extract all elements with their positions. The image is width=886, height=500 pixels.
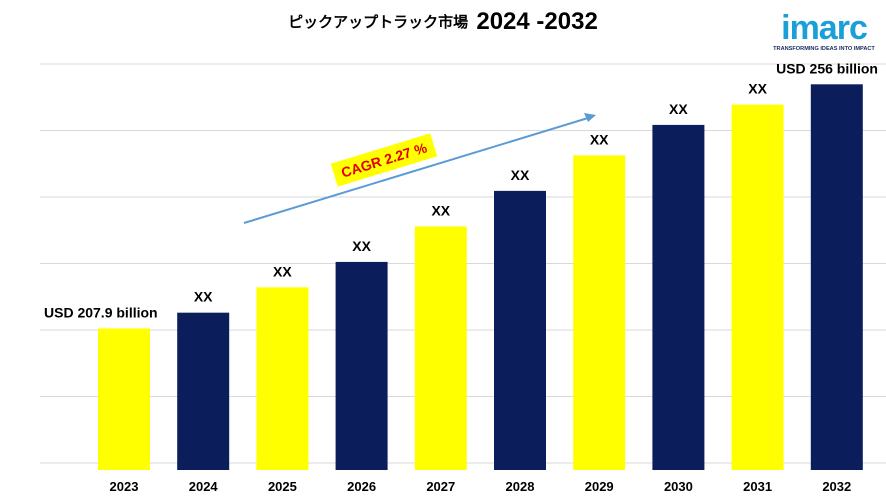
data-label-2029: XX xyxy=(590,131,609,147)
bars xyxy=(98,84,863,471)
data-label-2030: XX xyxy=(669,101,688,117)
bar-2029 xyxy=(573,155,626,470)
x-tick-2031: 2031 xyxy=(743,479,772,494)
logo-wordmark: imarc xyxy=(781,9,867,47)
data-labels: USD 207.9 billion XX XX XX XX XX XX XX XX USD 256… xyxy=(44,60,878,320)
bar-2027 xyxy=(414,226,467,470)
bar-2030 xyxy=(652,124,705,471)
data-label-2028: XX xyxy=(511,167,530,183)
chart-title-years: 2024 -2032 xyxy=(476,8,598,35)
cagr-badge xyxy=(330,133,438,187)
chart-title-text: ピックアップトラック市場 xyxy=(288,14,469,31)
x-tick-2029: 2029 xyxy=(585,479,614,494)
cagr-arrow xyxy=(243,117,589,224)
bar-2023 xyxy=(98,328,150,470)
bar-2026 xyxy=(335,261,388,470)
bar-2025 xyxy=(256,287,309,470)
x-axis-tick-labels: 2023 2024 2025 2026 2027 2028 2029 2030 2031 2032 xyxy=(110,479,852,494)
cagr-arrow-head xyxy=(584,113,596,122)
bar-2028 xyxy=(494,190,546,470)
logo-tagline: TRANSFORMING IDEAS INTO IMPACT xyxy=(773,46,875,52)
chart-title: ピックアップトラック市場 2024 -2032 xyxy=(0,8,886,36)
data-label-2024: XX xyxy=(194,289,213,305)
bar-2032 xyxy=(810,84,863,471)
x-tick-2032: 2032 xyxy=(822,479,851,494)
data-label-2026: XX xyxy=(352,238,371,254)
x-tick-2027: 2027 xyxy=(426,479,455,494)
bar-2031 xyxy=(731,104,784,470)
x-tick-2026: 2026 xyxy=(347,479,376,494)
x-tick-2025: 2025 xyxy=(268,479,297,494)
data-label-2031: XX xyxy=(748,81,767,97)
data-label-2025: XX xyxy=(273,263,292,279)
x-tick-2024: 2024 xyxy=(189,479,219,494)
x-tick-2028: 2028 xyxy=(506,479,535,494)
imarc-logo: imarc TRANSFORMING IDEAS INTO IMPACT xyxy=(773,9,875,52)
data-label-2032: USD 256 billion xyxy=(776,60,878,76)
x-tick-2030: 2030 xyxy=(664,479,693,494)
x-tick-2023: 2023 xyxy=(110,479,139,494)
bar-2024 xyxy=(177,312,230,470)
data-label-2023: USD 207.9 billion xyxy=(44,304,158,320)
data-label-2027: XX xyxy=(431,202,450,218)
